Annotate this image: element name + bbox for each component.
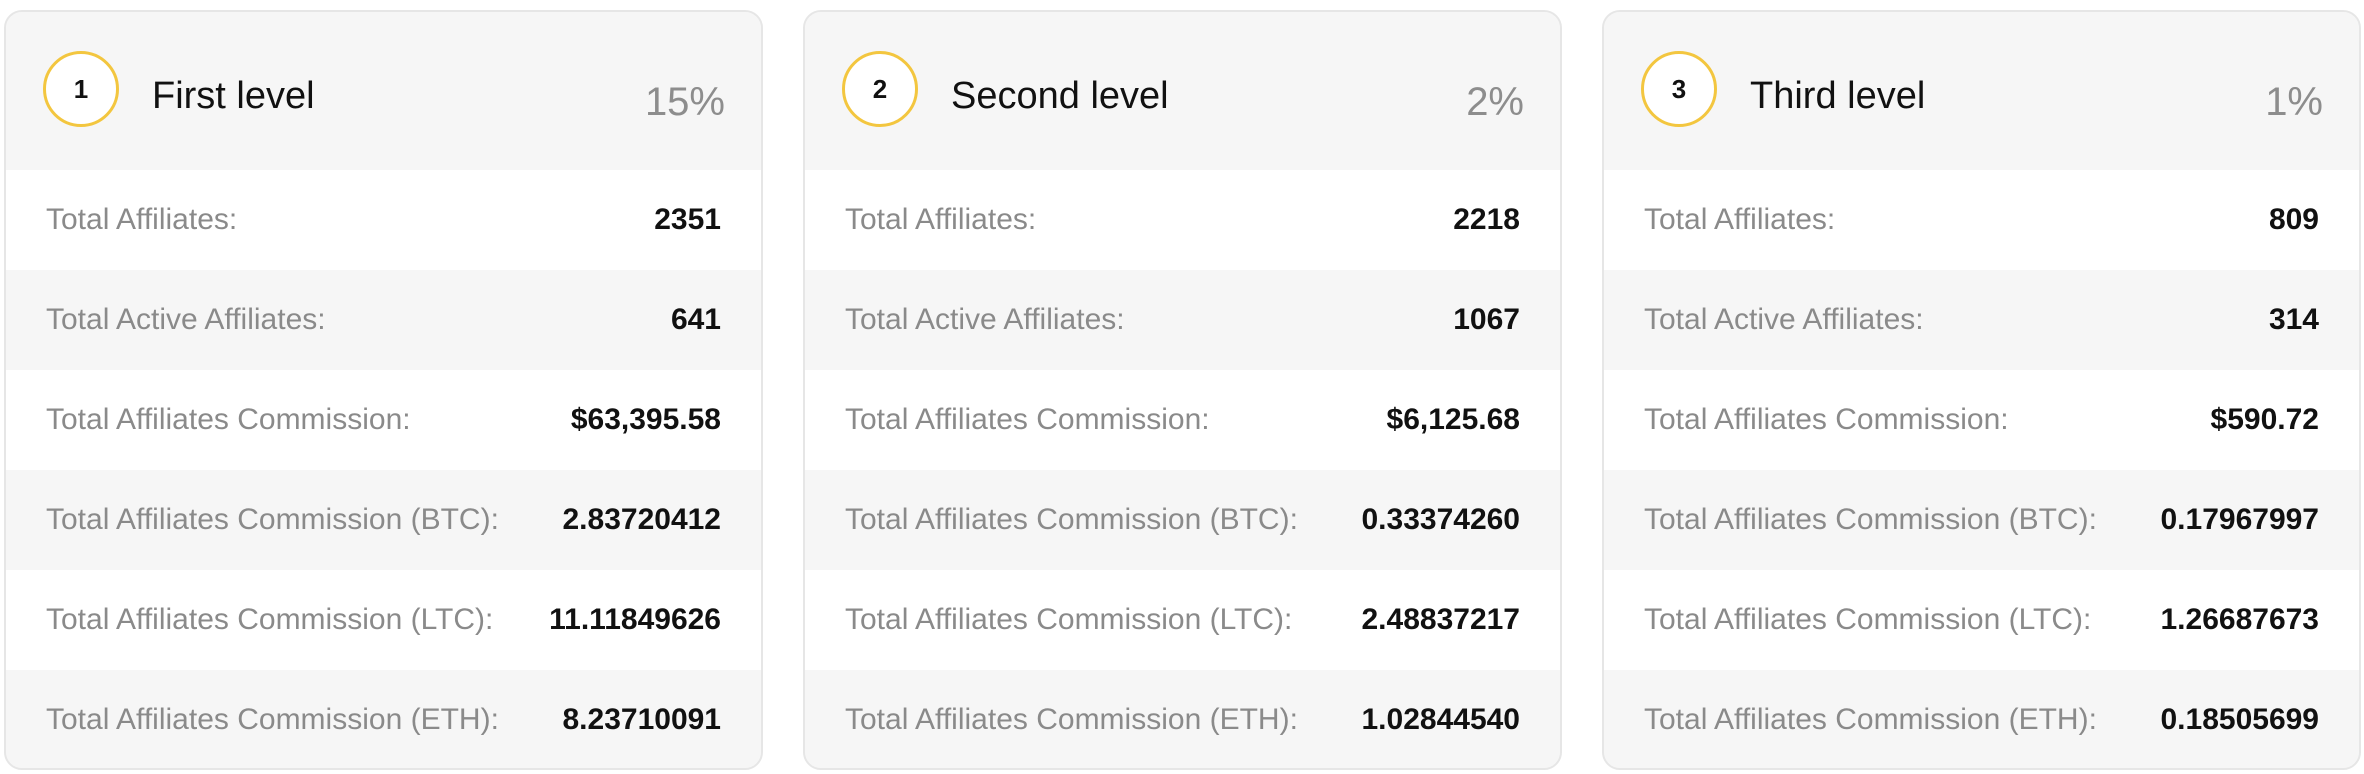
stat-value: 0.17967997 <box>2160 503 2320 536</box>
stat-label: Total Affiliates Commission (BTC): <box>845 503 1298 536</box>
stat-label: Total Active Affiliates: <box>1644 303 1924 336</box>
stat-value: 2351 <box>654 203 721 236</box>
stat-row-total-active-affiliates: Total Active Affiliates: 1067 <box>805 270 1560 370</box>
stat-value: 2.83720412 <box>562 503 722 536</box>
stat-label: Total Affiliates: <box>46 203 238 236</box>
stat-label: Total Affiliates Commission (LTC): <box>46 603 494 636</box>
stat-label: Total Affiliates Commission (ETH): <box>46 703 499 736</box>
stat-row-total-active-affiliates: Total Active Affiliates: 641 <box>6 270 761 370</box>
stat-value: $590.72 <box>2210 403 2319 436</box>
stat-label: Total Affiliates: <box>845 203 1037 236</box>
level-commission-percent: 15% <box>644 80 725 124</box>
stat-row-commission-ltc: Total Affiliates Commission (LTC): 2.488… <box>805 570 1560 670</box>
stat-row-commission-btc: Total Affiliates Commission (BTC): 2.837… <box>6 470 761 570</box>
level-number-badge: 2 <box>842 51 918 127</box>
stat-row-commission-ltc: Total Affiliates Commission (LTC): 1.266… <box>1604 570 2359 670</box>
level-number-badge: 3 <box>1641 51 1717 127</box>
stat-row-total-commission: Total Affiliates Commission: $63,395.58 <box>6 370 761 470</box>
stat-value: $6,125.68 <box>1386 403 1520 436</box>
stat-value: 11.11849626 <box>549 603 721 636</box>
level-commission-percent: 2% <box>1466 80 1524 124</box>
level-card-second: 2 Second level 2% Total Affiliates: 2218… <box>803 10 1562 770</box>
stat-row-total-commission: Total Affiliates Commission: $6,125.68 <box>805 370 1560 470</box>
stat-value: 641 <box>670 303 721 336</box>
stat-value: 0.18505699 <box>2160 703 2320 736</box>
stat-value: 8.23710091 <box>562 703 722 736</box>
stat-row-commission-eth: Total Affiliates Commission (ETH): 0.185… <box>1604 670 2359 768</box>
stat-row-commission-ltc: Total Affiliates Commission (LTC): 11.11… <box>6 570 761 670</box>
stat-label: Total Affiliates Commission (LTC): <box>1644 603 2092 636</box>
level-card-header: 1 First level 15% <box>6 12 761 170</box>
stat-row-total-affiliates: Total Affiliates: 2351 <box>6 170 761 270</box>
stat-label: Total Affiliates Commission: <box>845 403 1210 436</box>
stat-row-total-affiliates: Total Affiliates: 2218 <box>805 170 1560 270</box>
stat-value: 809 <box>2268 203 2319 236</box>
stat-label: Total Active Affiliates: <box>46 303 326 336</box>
stat-label: Total Affiliates Commission: <box>1644 403 2009 436</box>
stat-row-commission-eth: Total Affiliates Commission (ETH): 8.237… <box>6 670 761 768</box>
level-card-header: 3 Third level 1% <box>1604 12 2359 170</box>
stat-value: 1067 <box>1453 303 1520 336</box>
level-title: Third level <box>1750 75 1926 117</box>
stat-row-total-affiliates: Total Affiliates: 809 <box>1604 170 2359 270</box>
stat-row-commission-btc: Total Affiliates Commission (BTC): 0.179… <box>1604 470 2359 570</box>
stat-label: Total Affiliates Commission (ETH): <box>1644 703 2097 736</box>
level-commission-percent: 1% <box>2265 80 2323 124</box>
level-title: First level <box>152 75 315 117</box>
stat-label: Total Affiliates: <box>1644 203 1836 236</box>
stat-value: 1.26687673 <box>2160 603 2320 636</box>
stat-row-total-active-affiliates: Total Active Affiliates: 314 <box>1604 270 2359 370</box>
stat-label: Total Affiliates Commission (BTC): <box>1644 503 2097 536</box>
stat-label: Total Affiliates Commission (LTC): <box>845 603 1293 636</box>
level-card-first: 1 First level 15% Total Affiliates: 2351… <box>4 10 763 770</box>
stat-value: 314 <box>2268 303 2319 336</box>
stat-row-commission-eth: Total Affiliates Commission (ETH): 1.028… <box>805 670 1560 768</box>
stat-row-commission-btc: Total Affiliates Commission (BTC): 0.333… <box>805 470 1560 570</box>
level-card-third: 3 Third level 1% Total Affiliates: 809 T… <box>1602 10 2361 770</box>
stat-value: 0.33374260 <box>1361 503 1521 536</box>
stat-label: Total Active Affiliates: <box>845 303 1125 336</box>
stat-row-total-commission: Total Affiliates Commission: $590.72 <box>1604 370 2359 470</box>
stat-label: Total Affiliates Commission (BTC): <box>46 503 499 536</box>
stat-label: Total Affiliates Commission: <box>46 403 411 436</box>
level-card-header: 2 Second level 2% <box>805 12 1560 170</box>
level-title: Second level <box>951 75 1169 117</box>
stat-value: $63,395.58 <box>570 403 721 436</box>
stat-value: 2.48837217 <box>1361 603 1521 636</box>
level-number-badge: 1 <box>43 51 119 127</box>
stat-value: 1.02844540 <box>1361 703 1521 736</box>
stat-label: Total Affiliates Commission (ETH): <box>845 703 1298 736</box>
stat-value: 2218 <box>1453 203 1520 236</box>
